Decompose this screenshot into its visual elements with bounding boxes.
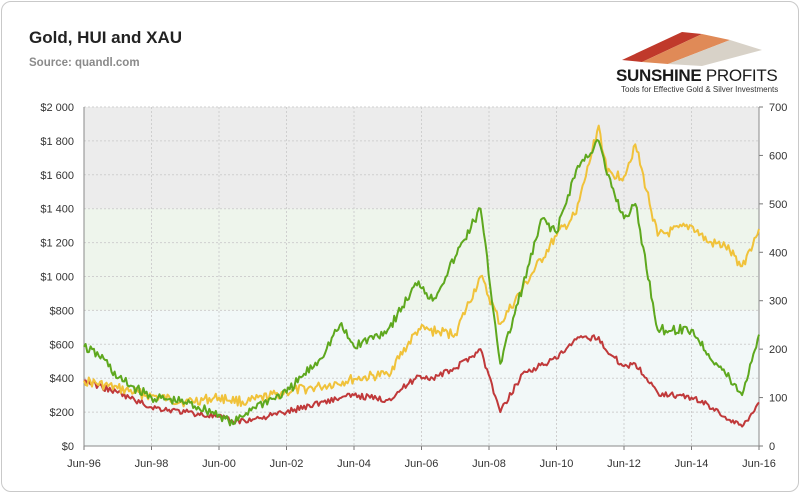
left-tick-label: $200	[50, 407, 74, 419]
right-tick-label: 700	[769, 102, 787, 114]
sunshine-profits-logo-icon	[622, 32, 762, 66]
logo-tagline: Tools for Effective Gold & Silver Invest…	[621, 85, 779, 94]
left-tick-label: $1 800	[40, 136, 74, 148]
x-tick-label: Jun-02	[270, 458, 304, 470]
left-tick-label: $1 000	[40, 272, 74, 284]
x-tick-label: Jun-08	[472, 458, 506, 470]
x-tick-label: Jun-98	[135, 458, 169, 470]
left-tick-label: $1 200	[40, 238, 74, 250]
xau-line	[83, 334, 760, 428]
x-tick-label: Jun-14	[675, 458, 709, 470]
logo-name: SUNSHINE PROFITS	[616, 66, 778, 86]
right-tick-label: 400	[769, 247, 787, 259]
right-tick-label: 100	[769, 393, 787, 405]
right-tick-label: 600	[769, 150, 787, 162]
left-tick-label: $600	[50, 339, 74, 351]
x-tick-label: Jun-96	[67, 458, 101, 470]
left-tick-label: $800	[50, 305, 74, 317]
x-tick-label: Jun-12	[607, 458, 641, 470]
chart-title: Gold, HUI and XAU	[29, 28, 182, 47]
x-tick-label: Jun-04	[337, 458, 371, 470]
x-tick-label: Jun-06	[405, 458, 439, 470]
x-tick-label: Jun-00	[202, 458, 236, 470]
x-tick-label: Jun-10	[540, 458, 574, 470]
right-tick-label: 300	[769, 296, 787, 308]
plot-band-upper	[84, 107, 759, 209]
right-tick-label: 200	[769, 344, 787, 356]
hui-line	[83, 139, 760, 427]
chart-source: Source: quandl.com	[29, 57, 140, 69]
left-tick-label: $1 400	[40, 204, 74, 216]
x-tick-label: Jun-16	[742, 458, 776, 470]
gold-line	[83, 124, 760, 408]
logo-name-part1: SUNSHINE	[616, 66, 702, 85]
left-tick-label: $400	[50, 373, 74, 385]
right-tick-label: 0	[769, 441, 775, 453]
left-tick-label: $0	[62, 441, 74, 453]
left-tick-label: $2 000	[40, 102, 74, 114]
right-tick-label: 500	[769, 199, 787, 211]
logo-name-part2: PROFITS	[705, 66, 778, 85]
left-tick-label: $1 600	[40, 170, 74, 182]
